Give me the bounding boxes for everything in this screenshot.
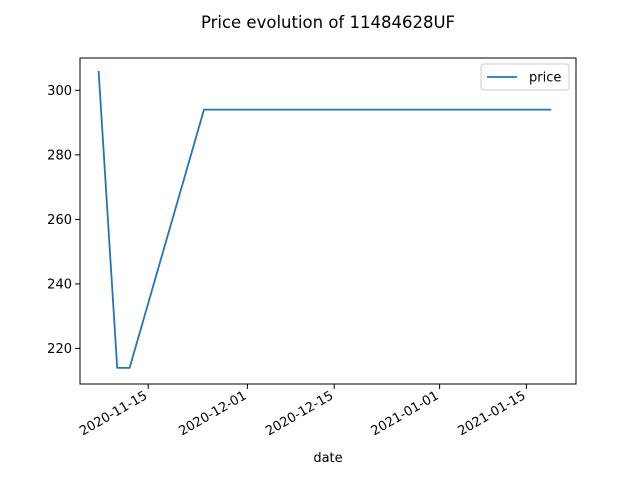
series-layer: [97, 70, 552, 369]
y-tick-label: 220: [47, 342, 72, 357]
legend: price: [480, 63, 570, 91]
x-axis-ticks: 2020-11-15 2020-12-01 2020-12-15 2021-01-01…: [77, 384, 528, 439]
legend-box: [480, 63, 570, 91]
x-tick-label: 2021-01-01: [369, 388, 442, 439]
x-axis-label: date: [313, 451, 342, 466]
x-tick-label: 2021-01-15: [455, 388, 528, 439]
chart-title: Price evolution of 11484628UF: [201, 13, 455, 32]
y-tick-label: 240: [47, 277, 72, 292]
y-tick-label: 300: [47, 84, 72, 99]
x-tick-label: 2020-12-15: [263, 388, 336, 439]
x-tick-label: 2020-12-01: [176, 388, 249, 439]
plot-area-frame: [79, 57, 577, 385]
legend-label: price: [529, 71, 561, 86]
y-tick-label: 260: [47, 213, 72, 228]
y-tick-label: 280: [47, 148, 72, 163]
series-line-price: [97, 70, 552, 369]
y-axis-ticks: 220 240 260 280 300: [47, 84, 80, 357]
x-tick-label: 2020-11-15: [77, 388, 150, 439]
